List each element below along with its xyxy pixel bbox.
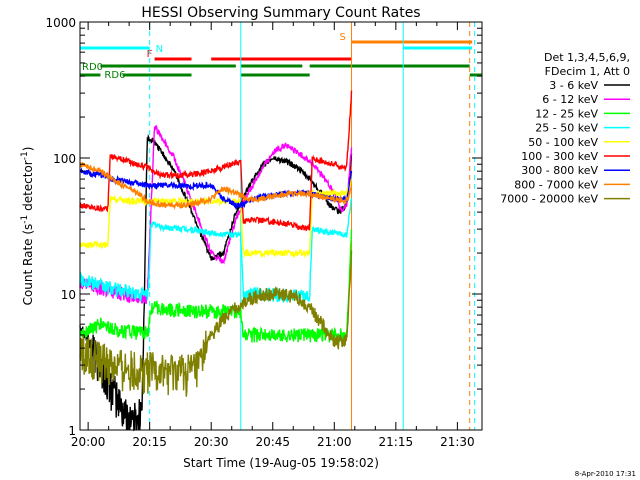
y-ticks: 1 10 100 1000 [45, 16, 482, 438]
flag-label-f: F [147, 49, 153, 60]
legend-label: 25 - 50 keV [535, 122, 598, 135]
footer-date: 8-Apr-2010 17:31 [575, 470, 636, 478]
flag-label-s: S [340, 32, 346, 43]
chart-title: HESSI Observing Summary Count Rates [141, 5, 420, 21]
legend-label: 800 - 7000 keV [514, 178, 598, 191]
legend-label: 100 - 300 keV [521, 150, 598, 163]
y-axis-label-end: ) [21, 147, 35, 152]
x-tick-label: 21:15 [379, 435, 414, 449]
y-axis-label-sup1: -1 [20, 215, 30, 224]
legend-header-1: Det 1,3,4,5,6,9, [544, 51, 630, 64]
y-axis-label: Count Rate (s-1 detector-1) [20, 147, 35, 306]
y-axis-label-mid: detector [21, 160, 35, 215]
series-line-3 [79, 198, 353, 306]
legend-label: 50 - 100 keV [528, 136, 598, 149]
series-line-7 [79, 161, 353, 210]
flag-label-rd6: RD6 [104, 70, 125, 81]
legend-label: 6 - 12 keV [542, 93, 598, 106]
flag-label-n: N [156, 44, 163, 55]
series-line-2 [79, 229, 353, 343]
flag-label-rd0: RD0 [82, 62, 103, 73]
y-tick-label: 1000 [45, 16, 76, 30]
legend-label: 300 - 800 keV [521, 164, 598, 177]
x-ticks: 20:00 20:15 20:30 20:45 21:00 21:15 21:30 [71, 22, 475, 449]
series-line-8 [79, 250, 353, 397]
series-line-5 [79, 90, 353, 232]
x-tick-label: 21:00 [317, 435, 352, 449]
y-tick-label: 100 [53, 152, 76, 166]
x-tick-label: 20:30 [194, 435, 229, 449]
series-lines [79, 90, 353, 432]
y-tick-label: 1 [68, 424, 76, 438]
legend-label: 12 - 25 keV [535, 107, 598, 120]
plot-frame [79, 21, 483, 431]
series-line-4 [79, 176, 353, 259]
vertical-markers [149, 22, 476, 430]
y-axis-label-sup2: -1 [20, 151, 30, 160]
legend-label: 7000 - 20000 keV [500, 193, 598, 206]
y-axis-label-main: Count Rate (s [21, 224, 35, 306]
x-axis-label: Start Time (19-Aug-05 19:58:02) [183, 456, 379, 470]
x-tick-label: 20:45 [255, 435, 290, 449]
legend-header-2: FDecim 1, Att 0 [545, 65, 630, 78]
legend-label: 3 - 6 keV [549, 79, 598, 92]
x-tick-label: 21:30 [440, 435, 475, 449]
x-tick-label: 20:00 [71, 435, 106, 449]
y-tick-label: 10 [61, 288, 76, 302]
x-tick-label: 20:15 [132, 435, 167, 449]
